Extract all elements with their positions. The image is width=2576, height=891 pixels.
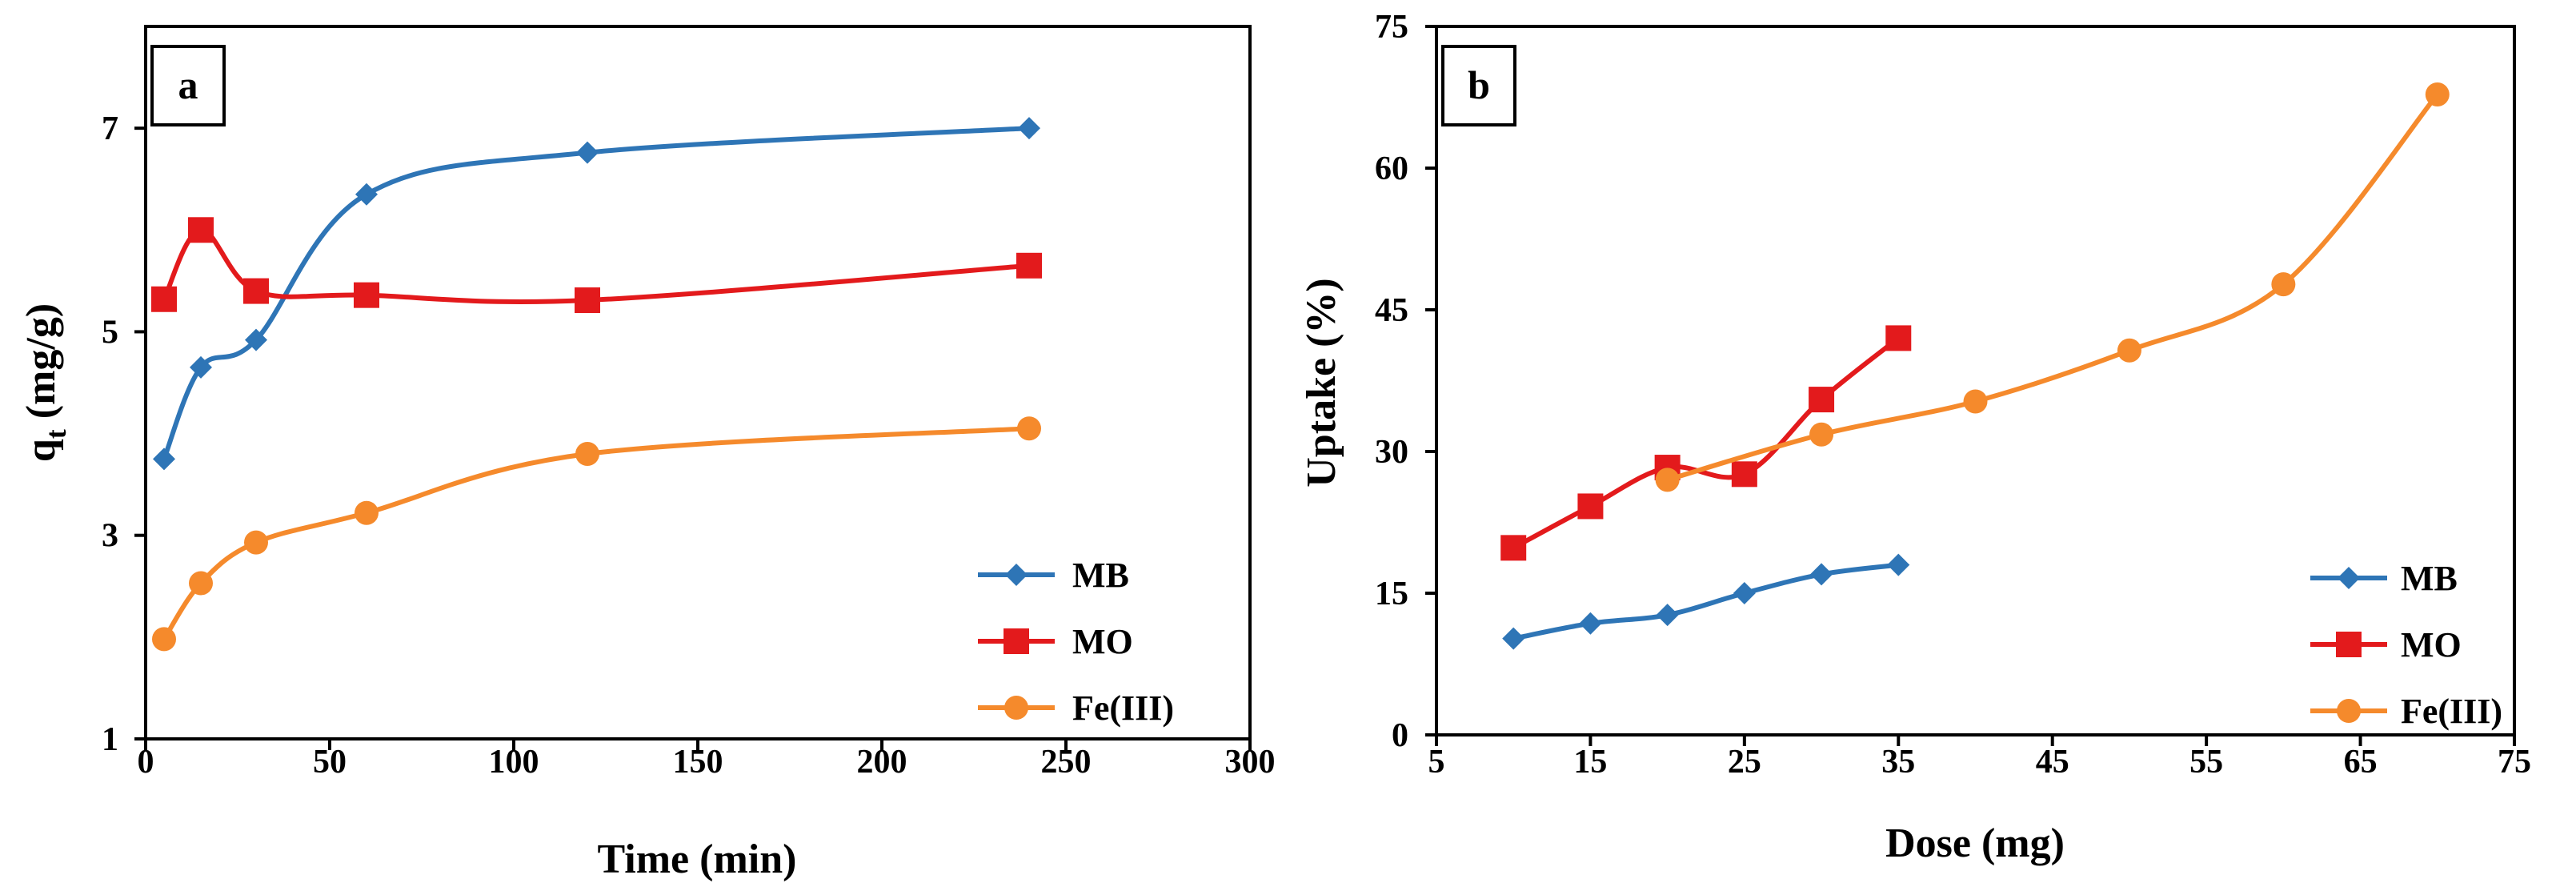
chart-a-legend-label: Fe(III) <box>1072 688 1174 728</box>
chart-b-x-tick-label: 5 <box>1428 744 1445 781</box>
chart-a-y-tick-label: 1 <box>102 721 118 758</box>
chart-a-legend: MB MO Fe(III) <box>978 556 1174 728</box>
chart-b-series-mb <box>1502 553 1910 650</box>
chart-b-data-point <box>1963 389 1988 414</box>
chart-a-data-point <box>355 500 379 525</box>
chart-a-data-point <box>188 217 214 243</box>
chart-b-series-feiii <box>1655 82 2450 492</box>
chart-a-legend-marker <box>1005 564 1028 586</box>
chart-b-legend: MB MO Fe(III) <box>2310 559 2502 731</box>
chart-a-data-point <box>575 287 600 314</box>
chart-b-series-line <box>1512 336 1901 551</box>
chart-a-y-axis-label-tail: (mg/g) <box>18 303 64 429</box>
chart-a-data-point <box>153 448 175 471</box>
chart-a-data-point <box>245 328 267 351</box>
chart-b-legend-label: MO <box>2401 625 2462 664</box>
chart-b-data-point <box>1502 627 1525 650</box>
chart-b-y-tick-label: 75 <box>1375 9 1408 46</box>
chart-b-y-tick-label: 0 <box>1392 717 1408 754</box>
chart-a-legend-marker <box>1004 696 1028 720</box>
chart-a-data-point <box>1017 416 1041 441</box>
chart-b-data-point <box>2425 82 2450 106</box>
chart-a: 0 50 100 150 200 250 300 1 3 5 7 a Time (min) qt (… <box>18 25 1276 882</box>
chart-b-x-tick-label: 75 <box>2498 744 2531 781</box>
chart-a-data-point <box>354 282 379 308</box>
chart-a-y-axis-label-main: q <box>18 439 64 462</box>
chart-b-data-point <box>2271 272 2296 297</box>
chart-b-data-point <box>1809 387 1835 413</box>
chart-a-x-tick-label: 50 <box>313 744 347 781</box>
chart-a-y-axis-label-sub: t <box>40 429 72 439</box>
chart-a-data-point <box>355 183 378 206</box>
chart-b-series-line <box>1666 93 2440 483</box>
chart-a-data-point <box>152 627 176 652</box>
chart-a-x-axis-label: Time (min) <box>598 837 797 882</box>
chart-b-series-line <box>1512 562 1899 641</box>
chart-a-legend-label: MB <box>1072 556 1129 595</box>
chart-a-y-tick-label: 7 <box>102 110 118 147</box>
chart-b-series-mo <box>1500 325 1912 561</box>
chart-a-panel-label: a <box>178 62 198 107</box>
chart-b-y-tick-label: 30 <box>1375 434 1408 471</box>
chart-b-y-tick-label: 60 <box>1375 151 1408 187</box>
chart-b-data-point <box>1809 422 1834 447</box>
chart-b-panel-label: b <box>1468 62 1490 107</box>
chart-a-series-feiii <box>152 416 1041 652</box>
chart-a-data-point <box>576 141 599 164</box>
chart-b-data-point <box>1500 535 1527 561</box>
chart-b-data-point <box>1810 563 1833 586</box>
chart-b-x-tick-label: 35 <box>1881 744 1915 781</box>
chart-a-data-point <box>1016 252 1042 279</box>
chart-b-data-point <box>1733 582 1756 604</box>
chart-a-x-tick-label: 150 <box>673 744 723 781</box>
chart-b-data-point <box>2117 338 2141 363</box>
chart-b-data-point <box>1655 468 1680 492</box>
chart-a-data-point <box>243 278 269 304</box>
chart-b-y-tick-label: 15 <box>1375 576 1408 612</box>
chart-a-data-point <box>151 286 177 312</box>
chart-b: 5 15 25 35 45 55 65 75 0 15 30 45 60 75 b Dose (mg) U… <box>1299 9 2531 866</box>
chart-b-legend-marker <box>2336 632 2362 657</box>
chart-a-legend-marker <box>1004 628 1029 654</box>
chart-a-series-mb <box>153 117 1040 471</box>
chart-b-panel-label-box <box>1441 45 1516 126</box>
chart-a-x-tick-label: 300 <box>1225 744 1276 781</box>
chart-b-x-tick-label: 25 <box>1728 744 1761 781</box>
chart-b-y-tick-label: 45 <box>1375 292 1408 329</box>
chart-b-x-tick-label: 65 <box>2344 744 2378 781</box>
chart-b-data-point <box>1579 612 1602 635</box>
chart-a-x-tick-label: 250 <box>1041 744 1092 781</box>
chart-b-data-point <box>1656 604 1679 627</box>
chart-a-legend-label: MO <box>1072 622 1133 661</box>
chart-b-x-axis-label: Dose (mg) <box>1885 821 2065 866</box>
chart-b-data-point <box>1887 553 1910 576</box>
chart-a-data-point <box>1018 117 1040 140</box>
chart-b-x-tick-label: 45 <box>2036 744 2069 781</box>
chart-b-data-point <box>1885 325 1912 351</box>
chart-a-panel-label-box <box>150 45 226 126</box>
chart-a-data-point <box>190 355 212 379</box>
chart-a-data-point <box>575 442 599 466</box>
chart-b-x-tick-label: 55 <box>2189 744 2223 781</box>
chart-a-data-point <box>244 530 268 555</box>
chart-a-data-point <box>189 571 213 596</box>
chart-a-y-axis-label: qt (mg/g) <box>18 303 72 462</box>
chart-b-legend-label: Fe(III) <box>2401 692 2502 731</box>
chart-b-legend-label: MB <box>2401 559 2458 598</box>
chart-a-x-tick-label: 100 <box>489 744 539 781</box>
chart-b-y-axis-label: Uptake (%) <box>1299 278 1344 487</box>
chart-b-legend-marker <box>2337 699 2361 723</box>
chart-b-data-point <box>1577 493 1604 520</box>
chart-a-x-tick-label: 200 <box>857 744 907 781</box>
chart-b-legend-marker <box>2338 567 2360 589</box>
chart-a-x-tick-label: 0 <box>138 744 154 781</box>
chart-b-plot-frame <box>1435 25 2516 736</box>
chart-a-y-tick-label: 3 <box>102 518 118 555</box>
chart-a-series-mo <box>151 217 1042 314</box>
chart-b-data-point <box>1731 461 1757 488</box>
chart-a-y-tick-label: 5 <box>102 314 118 351</box>
chart-b-x-tick-label: 15 <box>1573 744 1607 781</box>
